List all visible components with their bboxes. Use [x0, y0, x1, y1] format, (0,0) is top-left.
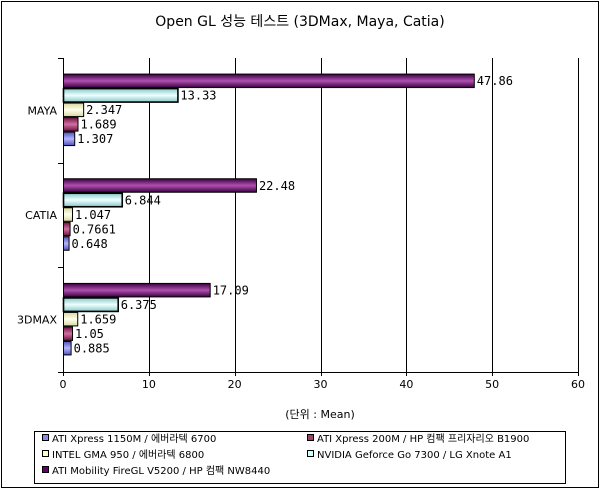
category-label: 3DMAX — [17, 314, 57, 327]
data-label: 1.659 — [80, 312, 116, 326]
axes — [58, 58, 579, 376]
legend-entry: INTEL GMA 950 / 에버라텍 6800 — [52, 449, 204, 461]
legend-entry: NVIDIA Geforce Go 7300 / LG Xnote A1 — [317, 450, 512, 461]
gridlines — [149, 58, 579, 372]
data-label: 2.347 — [86, 103, 122, 117]
x-tick-label: 60 — [571, 378, 585, 391]
x-tick-label: 50 — [485, 378, 499, 391]
bar — [62, 87, 179, 103]
legend-swatch — [307, 450, 314, 457]
data-label: 1.05 — [75, 327, 104, 341]
legend-swatch — [42, 466, 49, 473]
data-label: 6.375 — [121, 298, 157, 312]
bar — [63, 340, 72, 356]
bar — [63, 73, 475, 89]
bar — [63, 102, 85, 118]
bar — [63, 326, 74, 341]
data-label: 22.48 — [259, 179, 295, 193]
legend-entry: ATI Xpress 1150M / 에버라텍 6700 — [52, 433, 216, 445]
data-label: 0.648 — [72, 237, 108, 251]
legend-entry: ATI Mobility FireGL V5200 / HP 컴팩 NW8440 — [52, 465, 270, 477]
legend-swatch — [42, 450, 49, 457]
data-label: 0.7661 — [73, 222, 116, 236]
data-label: 1.047 — [75, 208, 111, 222]
legend-entry: ATI Xpress 200M / HP 컴팩 프리자리오 B1900 — [317, 433, 529, 445]
x-tick-label: 20 — [228, 378, 242, 391]
bar — [63, 117, 79, 132]
data-label: 0.885 — [74, 341, 110, 355]
legend: ATI Xpress 1150M / 에버라텍 6700 ATI Xpress 2… — [42, 433, 529, 477]
x-tick-label: 10 — [142, 378, 156, 391]
x-tick-label: 30 — [314, 378, 328, 391]
bar — [63, 178, 257, 193]
bar — [63, 236, 70, 251]
category-label: MAYA — [27, 104, 57, 117]
category-labels: MAYA CATIA 3DMAX — [17, 104, 58, 326]
data-label: 47.86 — [477, 74, 513, 88]
bar — [62, 297, 120, 313]
legend-swatch — [307, 434, 314, 441]
data-label: 17.09 — [213, 283, 249, 297]
category-label: CATIA — [25, 209, 57, 222]
bar — [63, 131, 76, 147]
bar — [63, 311, 79, 327]
chart-title: Open GL 성능 테스트 (3DMax, Maya, Catia) — [155, 14, 444, 30]
data-label: 13.33 — [180, 89, 216, 103]
x-axis-label: (단위 : Mean) — [285, 408, 355, 421]
x-tick-label: 0 — [60, 378, 67, 391]
data-label: 1.307 — [77, 132, 113, 146]
data-label: 6.844 — [125, 193, 161, 207]
bar — [62, 192, 124, 208]
legend-box — [34, 431, 566, 484]
bar — [63, 207, 73, 222]
x-tick-labels: 0 10 20 30 40 50 60 — [60, 378, 586, 391]
legend-swatch — [42, 434, 49, 441]
x-tick-label: 40 — [399, 378, 413, 391]
bar — [63, 221, 71, 237]
data-label: 1.689 — [80, 118, 116, 132]
bar — [63, 282, 211, 298]
